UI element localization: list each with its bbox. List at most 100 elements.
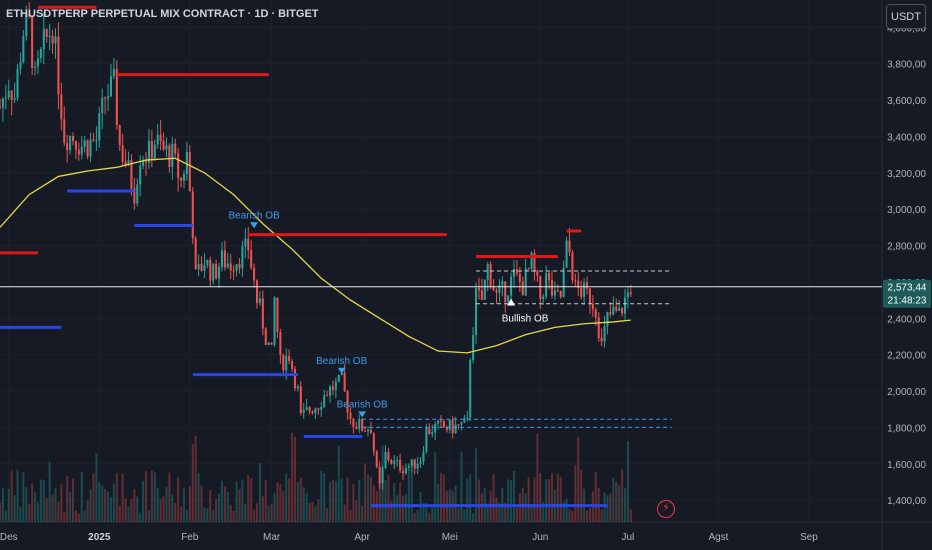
candle-body [407, 466, 410, 468]
candle-body [147, 141, 150, 163]
y-tick-label: 1,400,00 [887, 496, 926, 507]
candle-body [621, 308, 624, 314]
volume-bar [4, 510, 7, 522]
candle-body [244, 238, 247, 247]
candle-body [215, 264, 218, 279]
volume-bar [229, 504, 232, 522]
volume-bar [527, 477, 530, 522]
candle-body [104, 97, 107, 99]
volume-bar [51, 494, 54, 522]
candle-body [112, 69, 115, 77]
candle-body [606, 311, 609, 327]
candle-body [247, 238, 250, 251]
volume-bar [550, 473, 554, 522]
lightning-alert-icon[interactable]: ⚡ [657, 500, 675, 518]
volume-bar [28, 503, 31, 522]
volume-bar [536, 433, 539, 522]
candle-body [22, 36, 25, 63]
volume-bar [180, 506, 183, 522]
candle-body [74, 140, 77, 150]
volume-bar [10, 470, 13, 522]
candle-body [586, 282, 589, 289]
volume-bar [165, 486, 168, 522]
candle-body [168, 145, 171, 167]
volume-bar [156, 487, 159, 522]
volume-bar [95, 453, 98, 522]
volume-bar [323, 473, 326, 522]
candle-body [434, 423, 437, 433]
candle-body [618, 308, 621, 311]
volume-bar [261, 496, 264, 522]
candle-body [7, 90, 10, 98]
candle-body [457, 424, 460, 426]
volume-bar [626, 440, 629, 522]
candle-body [127, 160, 130, 165]
volume-bar [588, 508, 591, 522]
candle-body [548, 273, 551, 281]
candle-body [623, 297, 627, 314]
volume-bar [92, 473, 95, 522]
volume-bar [255, 503, 259, 522]
volume-bar [504, 502, 507, 522]
candle-body [355, 426, 358, 429]
volume-bar [393, 482, 396, 522]
volume-bar [139, 512, 142, 522]
volume-bar [83, 510, 86, 522]
candle-body [404, 467, 407, 474]
volume-bar [212, 510, 215, 522]
volume-bar [530, 504, 533, 522]
candle-body [197, 263, 200, 270]
candle-body [42, 28, 45, 50]
volume-bar [580, 469, 583, 522]
candle-body [515, 269, 518, 274]
candle-body [498, 285, 501, 293]
volume-bar [13, 495, 16, 522]
volume-bar [510, 480, 513, 522]
volume-bar [168, 472, 171, 522]
candle-body [194, 238, 197, 270]
candle-body [431, 432, 434, 434]
candle-body [331, 386, 334, 391]
volume-bar [378, 482, 381, 522]
volume-bar [343, 504, 346, 522]
volume-bar [153, 472, 156, 522]
candle-body [177, 153, 180, 178]
candle-body [475, 288, 478, 336]
candle-body [133, 188, 136, 204]
volume-bar [615, 481, 618, 522]
currency-button[interactable]: USDT [886, 4, 926, 29]
volume-bar [142, 481, 145, 522]
candle-body [28, 14, 31, 17]
volume-bar [524, 493, 527, 522]
volume-bar [437, 483, 440, 522]
candle-body [442, 421, 445, 428]
candle-body [542, 296, 545, 300]
volume-bar [606, 495, 609, 522]
x-tick-label: Mei [442, 532, 458, 543]
volume-bar [431, 506, 434, 522]
candle-body [145, 161, 148, 163]
candle-body [241, 246, 244, 269]
volume-bar [57, 502, 60, 522]
volume-bar [559, 476, 562, 522]
volume-bar [203, 507, 206, 522]
volume-bar [39, 479, 42, 522]
volume-bar [0, 503, 2, 522]
volume-bar [372, 485, 375, 522]
volume-bar [63, 512, 66, 522]
candle-body [521, 281, 524, 296]
volume-bar [276, 482, 279, 522]
candle-body [463, 418, 466, 423]
volume-bar [60, 484, 63, 522]
candle-body [267, 342, 270, 345]
candle-body [533, 252, 536, 271]
volume-bar [16, 469, 19, 522]
candle-body [518, 273, 521, 282]
candle-body [320, 407, 323, 410]
volume-bar [215, 499, 218, 522]
candle-body [507, 295, 510, 302]
volume-bar [562, 501, 565, 522]
volume-bar [162, 496, 165, 522]
candle-body [413, 459, 416, 469]
